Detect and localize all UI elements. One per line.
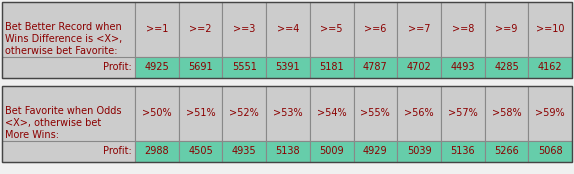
Bar	[179, 57, 222, 78]
Bar	[354, 86, 397, 141]
Bar	[266, 57, 310, 78]
Bar	[222, 2, 266, 57]
Bar	[397, 141, 441, 162]
Text: 5138: 5138	[276, 146, 300, 156]
Bar	[528, 141, 572, 162]
Text: 5551: 5551	[232, 62, 257, 72]
Bar	[484, 2, 528, 57]
Text: >=7: >=7	[408, 24, 430, 34]
Bar	[310, 86, 354, 141]
Text: >=3: >=3	[233, 24, 255, 34]
Bar	[354, 2, 397, 57]
Text: >=8: >=8	[452, 24, 474, 34]
Bar	[310, 2, 354, 57]
Bar	[2, 2, 572, 78]
Bar	[135, 86, 179, 141]
Text: 4493: 4493	[451, 62, 475, 72]
Bar	[528, 2, 572, 57]
Text: 4285: 4285	[494, 62, 519, 72]
Text: Bet Favorite when Odds
<X>, otherwise bet
More Wins:: Bet Favorite when Odds <X>, otherwise be…	[5, 106, 122, 140]
Bar	[484, 86, 528, 141]
Text: 4162: 4162	[538, 62, 563, 72]
Text: >=1: >=1	[146, 24, 168, 34]
Text: >56%: >56%	[404, 108, 434, 118]
Bar	[354, 141, 397, 162]
Text: Profit:: Profit:	[103, 62, 132, 72]
Bar	[397, 57, 441, 78]
Text: >54%: >54%	[317, 108, 347, 118]
Text: 5691: 5691	[188, 62, 213, 72]
Bar	[179, 141, 222, 162]
Text: 4702: 4702	[406, 62, 432, 72]
Bar	[441, 2, 484, 57]
Text: >52%: >52%	[230, 108, 259, 118]
Bar	[2, 57, 135, 78]
Text: 5266: 5266	[494, 146, 519, 156]
Bar	[222, 86, 266, 141]
Text: >=9: >=9	[495, 24, 518, 34]
Bar	[441, 57, 484, 78]
Bar	[2, 86, 572, 162]
Bar	[266, 2, 310, 57]
Bar	[310, 141, 354, 162]
Bar	[266, 86, 310, 141]
Bar	[528, 57, 572, 78]
Bar	[135, 57, 179, 78]
Text: 4929: 4929	[363, 146, 387, 156]
Text: >=4: >=4	[277, 24, 299, 34]
Bar	[310, 57, 354, 78]
Bar	[397, 2, 441, 57]
Text: >=6: >=6	[364, 24, 386, 34]
Bar	[2, 141, 135, 162]
Text: 4925: 4925	[145, 62, 169, 72]
Bar	[179, 86, 222, 141]
Text: >=2: >=2	[189, 24, 212, 34]
Bar	[179, 2, 222, 57]
Bar	[441, 86, 484, 141]
Text: 4505: 4505	[188, 146, 213, 156]
Bar	[354, 57, 397, 78]
Bar	[441, 141, 484, 162]
Text: 5181: 5181	[319, 62, 344, 72]
Bar	[135, 2, 179, 57]
Bar	[397, 86, 441, 141]
Text: >57%: >57%	[448, 108, 478, 118]
Bar	[484, 57, 528, 78]
Bar	[2, 2, 135, 78]
Text: 2988: 2988	[145, 146, 169, 156]
Text: >59%: >59%	[536, 108, 565, 118]
Bar	[528, 86, 572, 141]
Text: 5068: 5068	[538, 146, 563, 156]
Text: >51%: >51%	[186, 108, 215, 118]
Text: >=5: >=5	[320, 24, 343, 34]
Text: 5009: 5009	[319, 146, 344, 156]
Text: 5136: 5136	[451, 146, 475, 156]
Bar	[222, 141, 266, 162]
Bar	[135, 141, 179, 162]
Text: >55%: >55%	[360, 108, 390, 118]
Text: Bet Better Record when
Wins Difference is <X>,
otherwise bet Favorite:: Bet Better Record when Wins Difference i…	[5, 22, 122, 56]
Text: 4787: 4787	[363, 62, 387, 72]
Bar	[2, 86, 135, 162]
Bar	[266, 141, 310, 162]
Text: Profit:: Profit:	[103, 146, 132, 156]
Text: 5391: 5391	[276, 62, 300, 72]
Text: 4935: 4935	[232, 146, 257, 156]
Bar	[222, 57, 266, 78]
Bar	[484, 141, 528, 162]
Text: >50%: >50%	[142, 108, 172, 118]
Text: >53%: >53%	[273, 108, 302, 118]
Text: >58%: >58%	[492, 108, 521, 118]
Text: >=10: >=10	[536, 24, 564, 34]
Text: 5039: 5039	[407, 146, 432, 156]
